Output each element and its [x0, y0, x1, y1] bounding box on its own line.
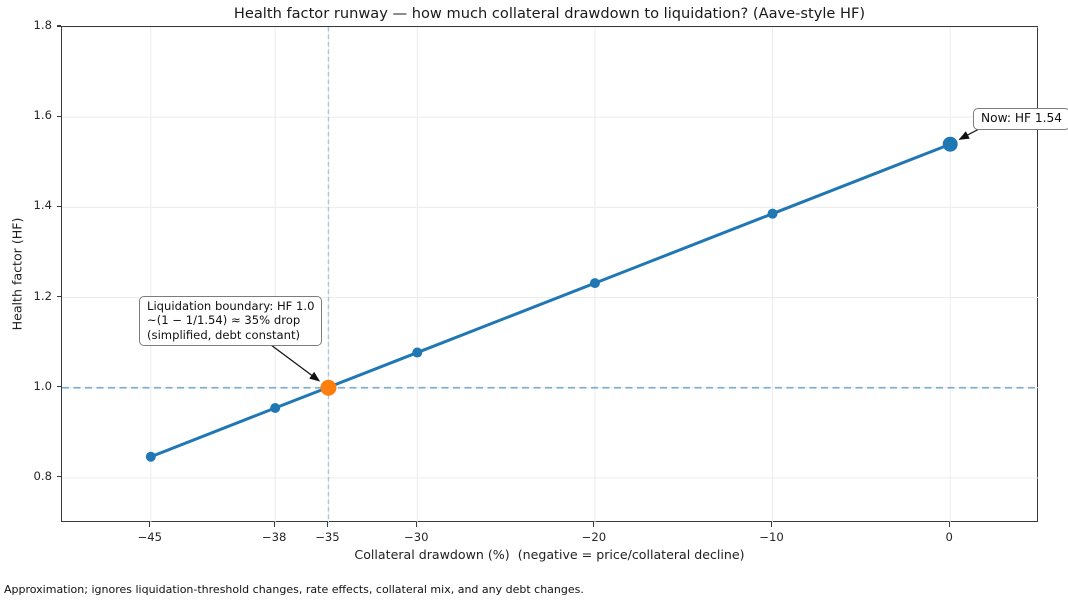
x-tick-label: −10 — [759, 530, 784, 544]
annotation-liquidation-line3: (simplified, debt constant) — [147, 327, 301, 342]
x-tick-mark — [273, 522, 275, 527]
y-tick-label: 1.4 — [33, 198, 52, 213]
y-tick-label: 1.6 — [33, 108, 52, 123]
data-point-marker — [767, 208, 778, 219]
data-point-marker — [589, 278, 600, 289]
y-tick-mark — [56, 386, 61, 388]
annotation-arrow — [958, 128, 980, 140]
y-tick-label: 0.8 — [33, 468, 52, 483]
liquidation-point-marker — [320, 379, 337, 396]
annotation-liquidation-line1: Liquidation boundary: HF 1.0 — [147, 299, 315, 313]
footnote-caption: Approximation; ignores liquidation-thres… — [4, 583, 584, 596]
y-axis-label: Health factor (HF) — [9, 217, 25, 331]
plot-area — [61, 26, 1039, 523]
x-tick-label: −45 — [137, 530, 163, 544]
y-tick-mark — [56, 295, 61, 298]
data-point-marker — [145, 451, 156, 462]
line-chart-svg — [62, 27, 1039, 523]
y-tick-mark — [56, 205, 61, 207]
now-point-marker — [942, 136, 958, 152]
data-point-marker — [412, 347, 423, 358]
y-tick-label: 1.8 — [33, 18, 52, 32]
annotation-liquidation-line2: ~(1 − 1/1.54) ≈ 35% drop — [147, 313, 301, 328]
x-tick-mark — [149, 522, 151, 527]
annotation-now: Now: HF 1.54 — [973, 108, 1068, 131]
annotation-arrow — [270, 344, 321, 382]
x-tick-mark — [770, 522, 773, 527]
chart-title: Health factor runway — how much collater… — [233, 5, 866, 22]
y-tick-label: 1.0 — [33, 378, 52, 393]
x-axis-label: Collateral drawdown (%) (negative = pric… — [354, 547, 745, 562]
x-tick-mark — [326, 522, 329, 527]
y-tick-mark — [56, 115, 61, 117]
x-tick-label: −30 — [404, 530, 429, 544]
y-tick-mark — [56, 476, 61, 478]
annotation-liquidation: Liquidation boundary: HF 1.0 ~(1 − 1/1.5… — [139, 296, 323, 347]
y-tick-mark — [56, 25, 61, 27]
x-tick-label: 0 — [945, 530, 953, 544]
x-tick-mark — [415, 522, 417, 527]
x-tick-mark — [593, 522, 595, 527]
x-tick-mark — [948, 522, 950, 527]
annotation-now-text: Now: HF 1.54 — [981, 111, 1063, 125]
x-tick-label: −35 — [315, 530, 340, 544]
x-tick-label: −38 — [261, 530, 287, 544]
x-tick-label: −20 — [581, 530, 607, 544]
y-tick-label: 1.2 — [33, 288, 52, 303]
data-point-marker — [270, 403, 281, 414]
